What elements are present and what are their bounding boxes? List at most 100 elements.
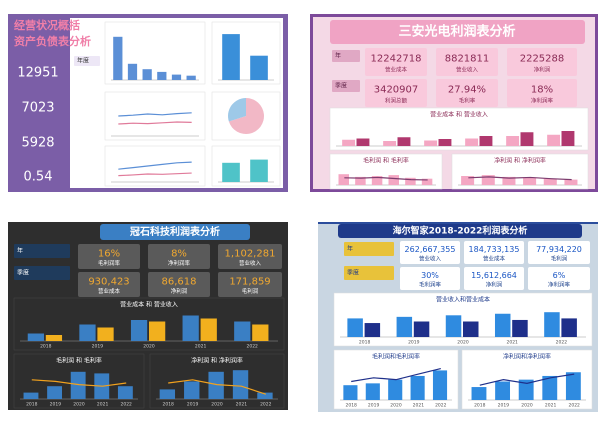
filter-label: 年 [17, 247, 23, 255]
kpi-value: 77,934,220 [536, 245, 582, 254]
kpi-card [528, 241, 590, 264]
filter-box [74, 56, 100, 66]
kpi-value: 262,667,355 [405, 245, 456, 254]
panel-title: 三安光电利润表分析 [398, 24, 515, 40]
bar [502, 176, 516, 185]
x-tick-label: 2018 [474, 403, 486, 409]
bar [481, 175, 495, 185]
kpi-label: 毛利率 [459, 96, 476, 104]
filter-label: 年度 [77, 57, 89, 65]
bar [347, 318, 363, 337]
kpi-label: 净利润 [534, 65, 551, 73]
kpi-value: 18% [531, 85, 553, 96]
bar [438, 139, 452, 146]
line-series [118, 161, 192, 170]
title-bar [338, 224, 582, 238]
x-tick-label: 2018 [162, 402, 174, 408]
kpi-card [218, 244, 282, 269]
bar [365, 383, 380, 400]
kpi-card [365, 79, 427, 107]
x-tick-label: 2021 [506, 340, 518, 346]
x-tick-label: 2019 [498, 403, 510, 409]
bar [356, 138, 370, 146]
kpi-card [78, 272, 140, 297]
bar [383, 141, 397, 146]
bar [130, 320, 148, 341]
bar [479, 136, 493, 146]
kpi-value: 5928 [21, 136, 54, 151]
bar [547, 134, 561, 146]
kpi-label: 净利润率 [531, 96, 554, 104]
kpi-value: 12951 [17, 66, 58, 81]
kpi-value: 2225288 [520, 54, 565, 65]
bar [222, 162, 240, 182]
bar [157, 71, 167, 80]
bar [171, 74, 182, 80]
bar [250, 159, 268, 182]
x-tick-label: 2021 [545, 403, 557, 409]
bar [208, 371, 224, 399]
bar [544, 312, 560, 337]
bar [257, 392, 273, 399]
x-tick-label: 2021 [97, 402, 109, 408]
panel-title: 经营状况概括 [14, 18, 80, 32]
x-tick-label: 2020 [521, 403, 533, 409]
kpi-card [365, 48, 427, 76]
kpi-card [464, 267, 524, 290]
bar [70, 371, 86, 399]
bar [421, 178, 433, 185]
bar [79, 324, 96, 341]
kpi-card [464, 241, 524, 264]
bar [182, 315, 199, 341]
kpi-label: 净利润率 [548, 280, 571, 288]
pie-slice [228, 98, 265, 134]
bar [200, 318, 217, 341]
x-tick-label: 2018 [26, 402, 38, 408]
panel-decoration [318, 222, 598, 224]
x-tick-label: 2022 [568, 403, 580, 409]
chart-title: 净利润和净利润率 [503, 353, 551, 361]
bar [127, 63, 138, 80]
kpi-card [400, 241, 460, 264]
bar [397, 137, 411, 146]
kpi-value: 930,423 [88, 277, 129, 288]
bar [250, 55, 268, 80]
kpi-value: 0.54 [24, 170, 53, 185]
bar [561, 318, 577, 337]
filter-label: 年 [347, 245, 353, 253]
x-tick-label: 2019 [50, 402, 62, 408]
bar [542, 375, 558, 400]
bar [117, 386, 133, 399]
bar [113, 36, 123, 80]
bar [518, 379, 534, 400]
kpi-value: 8% [171, 249, 187, 260]
kpi-label: 营业收入 [456, 65, 479, 73]
panel-subtitle: 资产负债表分析 [14, 34, 91, 48]
chart-title: 净利润 和 净利润率 [191, 357, 243, 365]
x-tick-label: 2022 [556, 340, 568, 346]
bar [388, 175, 399, 185]
kpi-card [507, 79, 577, 107]
title-bar [100, 224, 250, 240]
x-tick-label: 2020 [211, 402, 223, 408]
bar [495, 381, 511, 400]
bar [159, 389, 176, 399]
kpi-card [78, 244, 140, 269]
title-bar [330, 20, 585, 44]
kpi-card [400, 267, 460, 290]
chart-title: 营业成本 和 营业收入 [120, 301, 178, 309]
kpi-value: 16% [98, 249, 120, 260]
kpi-label: 利润总额 [385, 96, 408, 104]
bar [27, 333, 44, 341]
bar [45, 335, 63, 341]
filter-box [332, 80, 360, 92]
kpi-label: 毛利润率 [419, 280, 442, 288]
line-series [344, 176, 428, 181]
filter-box [332, 50, 360, 62]
bar [234, 321, 251, 341]
bar [338, 174, 349, 185]
kpi-value: 30% [421, 271, 439, 280]
x-tick-label: 2021 [195, 344, 207, 350]
